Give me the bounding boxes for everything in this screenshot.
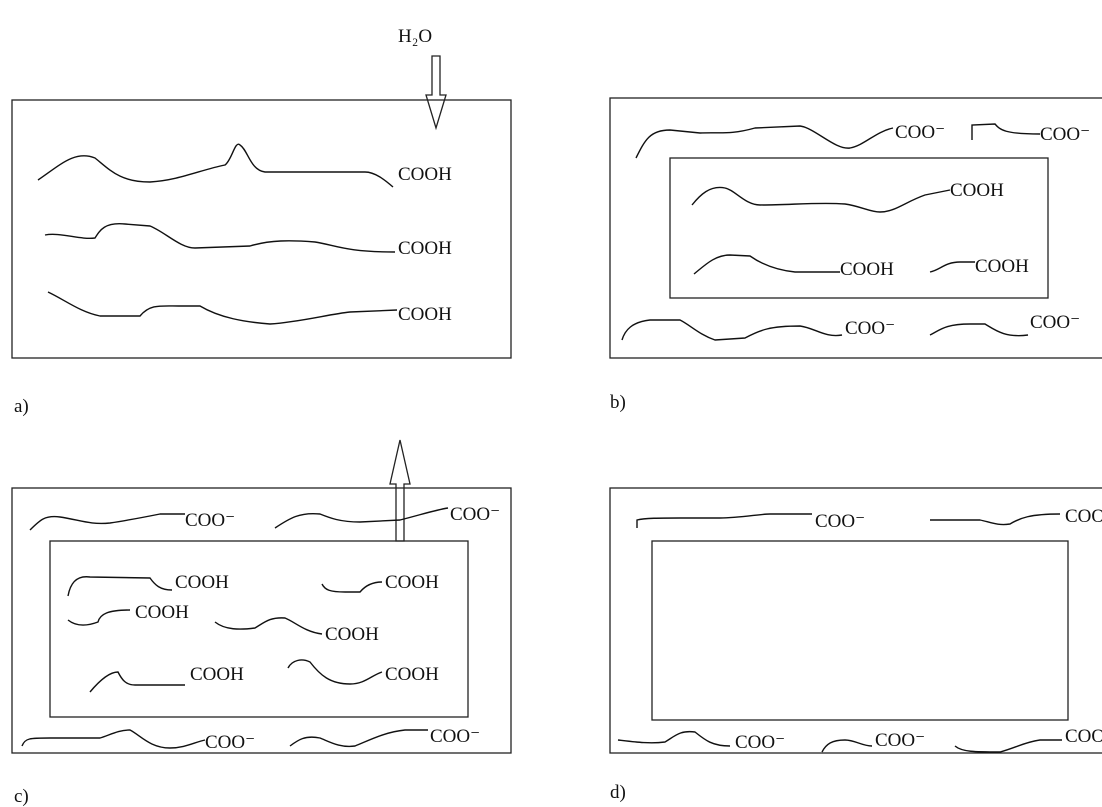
group-label: COOH	[325, 624, 379, 645]
group-label: COO⁻	[1065, 726, 1102, 747]
panel-c-inner	[49, 540, 469, 718]
water-label: H₂O	[398, 26, 432, 47]
chains	[21, 123, 1062, 753]
chain	[621, 319, 843, 341]
group-label: COO⁻	[735, 732, 785, 753]
chain	[821, 739, 873, 753]
chain	[37, 143, 394, 188]
panel-label: a)	[14, 396, 29, 417]
chain	[971, 123, 1041, 140]
chain	[930, 513, 1061, 526]
chain	[617, 730, 731, 747]
chain	[67, 609, 131, 626]
panel-label: c)	[14, 786, 29, 807]
group-label: COOH	[398, 164, 452, 185]
group-label: COO⁻	[895, 122, 945, 143]
chain	[691, 186, 951, 213]
group-label: COO⁻	[450, 504, 500, 525]
group-label: COOH	[385, 664, 439, 685]
chain	[929, 323, 1029, 337]
chain	[67, 576, 173, 597]
chain	[274, 507, 449, 529]
group-label: COOH	[175, 572, 229, 593]
panel-b-inner	[669, 157, 1049, 299]
group-label: COO⁻	[845, 318, 895, 339]
panel-label: b)	[610, 392, 626, 413]
group-label: COOH	[840, 259, 894, 280]
group-label: COO⁻	[815, 511, 865, 532]
panel-c-box	[11, 487, 512, 754]
panel-label: d)	[610, 782, 626, 803]
chain	[29, 513, 185, 531]
group-label: COO⁻	[430, 726, 480, 747]
group-label: COO⁻	[205, 732, 255, 753]
chain	[89, 671, 185, 693]
chain	[693, 254, 840, 275]
chain	[21, 729, 206, 749]
group-label: COOH	[950, 180, 1004, 201]
group-label: COOH	[135, 602, 189, 623]
panel-d-inner	[651, 540, 1069, 721]
group-label: COOH	[975, 256, 1029, 277]
group-label: COO⁻	[1040, 124, 1090, 145]
group-label: COOH	[398, 304, 452, 325]
group-label: COO⁻	[1030, 312, 1080, 333]
chain	[635, 125, 894, 159]
group-label: COOH	[385, 572, 439, 593]
group-label: COO⁻	[185, 510, 235, 531]
group-label: COO⁻	[875, 730, 925, 751]
panel-b-box	[609, 97, 1102, 359]
chain	[929, 261, 975, 273]
chain	[636, 513, 812, 528]
arrow-in	[425, 55, 447, 131]
arrow-out	[389, 439, 411, 542]
group-label: COOH	[398, 238, 452, 259]
chain	[289, 729, 428, 748]
panel-d-box	[609, 487, 1102, 754]
chain	[954, 739, 1062, 753]
chain	[44, 222, 396, 253]
chain	[321, 581, 383, 593]
chain	[287, 659, 383, 685]
chain	[214, 617, 323, 635]
group-label: COO⁻	[1065, 506, 1102, 527]
chain	[47, 291, 398, 325]
panel-a-box	[11, 99, 512, 359]
group-label: COOH	[190, 664, 244, 685]
